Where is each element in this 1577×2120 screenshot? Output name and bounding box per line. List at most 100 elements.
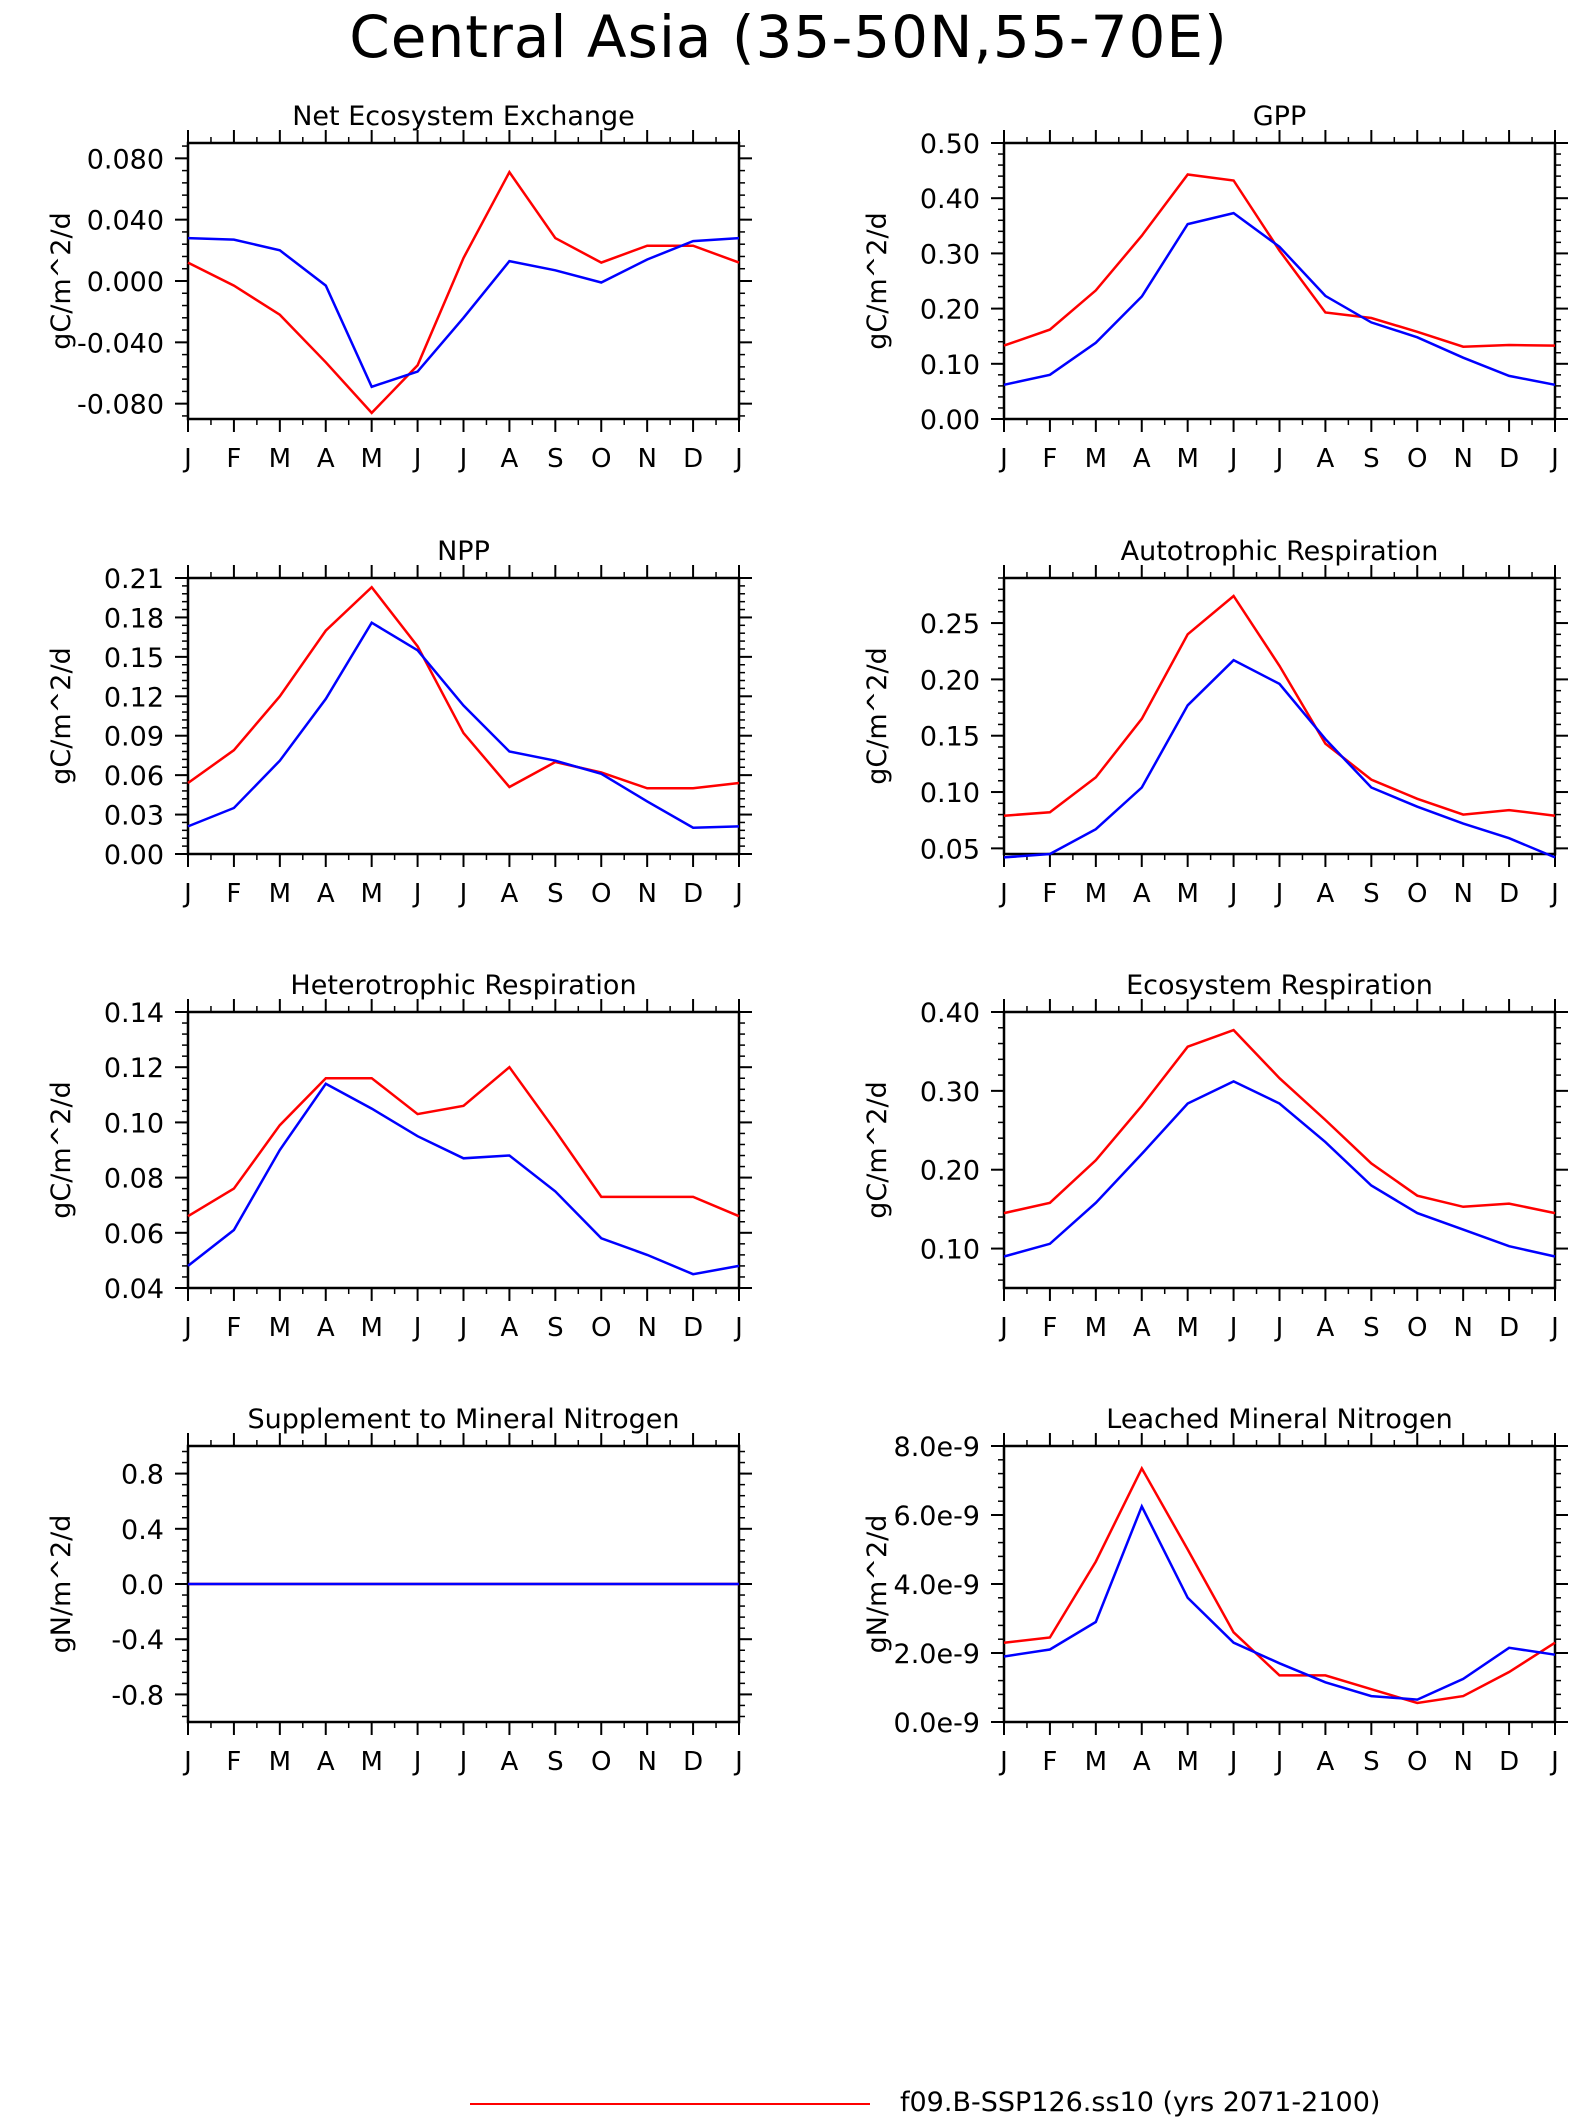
y-tick-label: 0.05 xyxy=(920,834,980,865)
plot-frame xyxy=(1002,1010,1557,1290)
x-tick-label: J xyxy=(1549,444,1559,474)
x-tick-label: A xyxy=(1317,1747,1335,1777)
y-tick-label: 0.15 xyxy=(104,643,164,674)
x-tick-label: A xyxy=(1133,1313,1151,1343)
y-tick-label: 0.21 xyxy=(104,564,164,595)
y-tick-label: 0.40 xyxy=(920,184,980,215)
y-tick-label: 0.14 xyxy=(104,998,164,1029)
x-tick-label: A xyxy=(501,1313,519,1343)
x-tick-label: O xyxy=(1407,444,1427,474)
x-tick-label: J xyxy=(412,879,422,909)
x-tick-label: N xyxy=(637,1313,656,1343)
x-tick-label: S xyxy=(547,879,564,909)
y-tick-label: 0.040 xyxy=(87,206,164,237)
x-tick-label: J xyxy=(458,444,468,474)
y-tick-label: 0.10 xyxy=(920,350,980,381)
x-tick-label: J xyxy=(998,1313,1008,1343)
x-tick-label: D xyxy=(683,1313,703,1343)
y-axis-label: gN/m^2/d xyxy=(46,1515,77,1654)
plot-frame xyxy=(1002,141,1557,421)
x-tick-label: D xyxy=(683,444,703,474)
x-tick-label: O xyxy=(1407,879,1427,909)
series-line-blue xyxy=(1003,211,1556,387)
x-tick-label: J xyxy=(182,1747,192,1777)
x-tick-label: J xyxy=(998,879,1008,909)
y-tick-label: -0.4 xyxy=(111,1625,164,1656)
y-tick-label: 0.40 xyxy=(920,998,980,1029)
x-tick-label: M xyxy=(1085,444,1107,474)
x-tick-label: A xyxy=(1317,444,1335,474)
x-tick-label: A xyxy=(317,1313,335,1343)
x-tick-label: J xyxy=(1228,1313,1238,1343)
y-tick-label: 0.10 xyxy=(920,778,980,809)
series-line-red xyxy=(1003,1028,1556,1215)
y-tick-label: 0.8 xyxy=(121,1460,164,1491)
legend-label: f09.B-SSP126.ss10 (yrs 2071-2100) xyxy=(900,2087,1381,2118)
plot-frame xyxy=(186,576,741,856)
x-tick-label: M xyxy=(1176,444,1198,474)
x-tick-label: M xyxy=(269,1747,291,1777)
y-tick-label: 0.09 xyxy=(104,722,164,753)
x-tick-label: N xyxy=(637,1747,656,1777)
y-axis-label: gN/m^2/d xyxy=(862,1515,893,1654)
x-tick-label: M xyxy=(1085,1747,1107,1777)
y-axis-label: gC/m^2/d xyxy=(46,647,77,784)
chart-title: Heterotrophic Respiration xyxy=(290,970,636,1001)
x-tick-label: N xyxy=(1453,879,1472,909)
x-tick-label: S xyxy=(547,1313,564,1343)
x-tick-label: J xyxy=(1228,879,1238,909)
x-tick-label: M xyxy=(269,1313,291,1343)
y-tick-label: 0.00 xyxy=(104,840,164,871)
x-tick-label: J xyxy=(1274,1747,1284,1777)
x-tick-label: J xyxy=(412,444,422,474)
x-tick-label: N xyxy=(637,879,656,909)
x-tick-label: A xyxy=(317,444,335,474)
y-tick-label: 0.50 xyxy=(920,129,980,160)
x-tick-label: A xyxy=(501,879,519,909)
series-line-blue xyxy=(187,1082,740,1276)
x-tick-label: J xyxy=(733,1747,743,1777)
y-tick-label: 6.0e-9 xyxy=(894,1501,980,1532)
page-title: Central Asia (35-50N,55-70E) xyxy=(349,3,1228,71)
y-tick-label: 0.000 xyxy=(87,267,164,298)
chart-title: Supplement to Mineral Nitrogen xyxy=(248,1404,680,1435)
x-tick-label: N xyxy=(1453,1313,1472,1343)
x-tick-label: A xyxy=(1133,879,1151,909)
x-tick-label: A xyxy=(501,444,519,474)
series-line-red xyxy=(187,169,740,415)
y-tick-label: 0.0 xyxy=(121,1570,164,1601)
y-tick-label: 0.20 xyxy=(920,1156,980,1187)
x-tick-label: D xyxy=(1499,879,1519,909)
x-tick-label: J xyxy=(412,1747,422,1777)
plot-frame xyxy=(1002,1444,1557,1724)
x-tick-label: J xyxy=(458,879,468,909)
x-tick-label: J xyxy=(1549,1747,1559,1777)
legend-line-red xyxy=(470,2103,870,2105)
x-tick-label: S xyxy=(1363,879,1380,909)
y-tick-label: -0.080 xyxy=(77,390,164,421)
x-tick-label: J xyxy=(1274,1313,1284,1343)
x-tick-label: S xyxy=(1363,1313,1380,1343)
y-tick-label: 0.03 xyxy=(104,801,164,832)
series-line-blue xyxy=(1003,658,1556,859)
chart-supplement-to-mineral-nitrogen: Supplement to Mineral Nitrogen gN/m^2/d J F… xyxy=(46,1404,752,1777)
y-axis-label: gC/m^2/d xyxy=(862,1081,893,1218)
series-line-blue xyxy=(187,620,740,829)
x-tick-label: F xyxy=(1042,444,1057,474)
x-tick-label: D xyxy=(683,1747,703,1777)
series-line-red xyxy=(187,585,740,790)
x-tick-label: D xyxy=(1499,444,1519,474)
x-tick-label: S xyxy=(547,444,564,474)
x-tick-label: M xyxy=(1176,1747,1198,1777)
x-tick-label: N xyxy=(1453,1747,1472,1777)
legend: f09.B-SSP126.ss10 (yrs 2071-2100) xyxy=(0,2085,1577,2120)
x-tick-label: J xyxy=(458,1747,468,1777)
x-tick-label: F xyxy=(226,879,241,909)
plot-frame xyxy=(186,141,741,421)
chart-title: NPP xyxy=(437,536,490,567)
y-tick-label: 0.12 xyxy=(104,1053,164,1084)
x-tick-label: J xyxy=(182,1313,192,1343)
